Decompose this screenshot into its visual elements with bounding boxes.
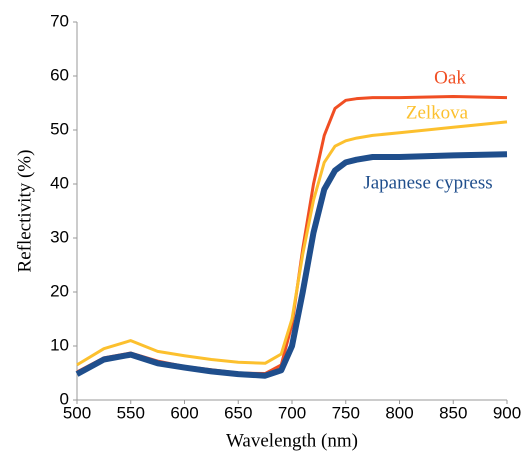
x-tick-label: 900 — [493, 403, 521, 422]
x-tick-label: 500 — [63, 403, 91, 422]
x-tick-label: 600 — [170, 403, 198, 422]
series-line — [76, 120, 508, 367]
x-tick-label: 800 — [385, 403, 413, 422]
x-tick-label: 850 — [439, 403, 467, 422]
x-tick-label: 750 — [332, 403, 360, 422]
y-tick-label: 70 — [50, 11, 69, 30]
y-tick-label: 30 — [50, 227, 69, 246]
series-label: Zelkova — [406, 102, 469, 123]
x-tick-label: 700 — [278, 403, 306, 422]
series-label: Japanese cypress — [363, 172, 492, 193]
series-label: Oak — [434, 67, 466, 88]
y-tick-label: 10 — [50, 335, 69, 354]
y-tick-label: 40 — [50, 173, 69, 192]
y-axis-title: Reflectivity (%) — [14, 150, 35, 273]
x-tick-label: 550 — [117, 403, 145, 422]
series-line — [75, 151, 508, 379]
y-tick-label: 0 — [60, 389, 69, 408]
x-tick-label: 650 — [224, 403, 252, 422]
y-tick-label: 20 — [50, 281, 69, 300]
x-axis-title: Wavelength (nm) — [226, 430, 358, 451]
y-tick-label: 50 — [50, 119, 69, 138]
y-tick-label: 60 — [50, 65, 69, 84]
